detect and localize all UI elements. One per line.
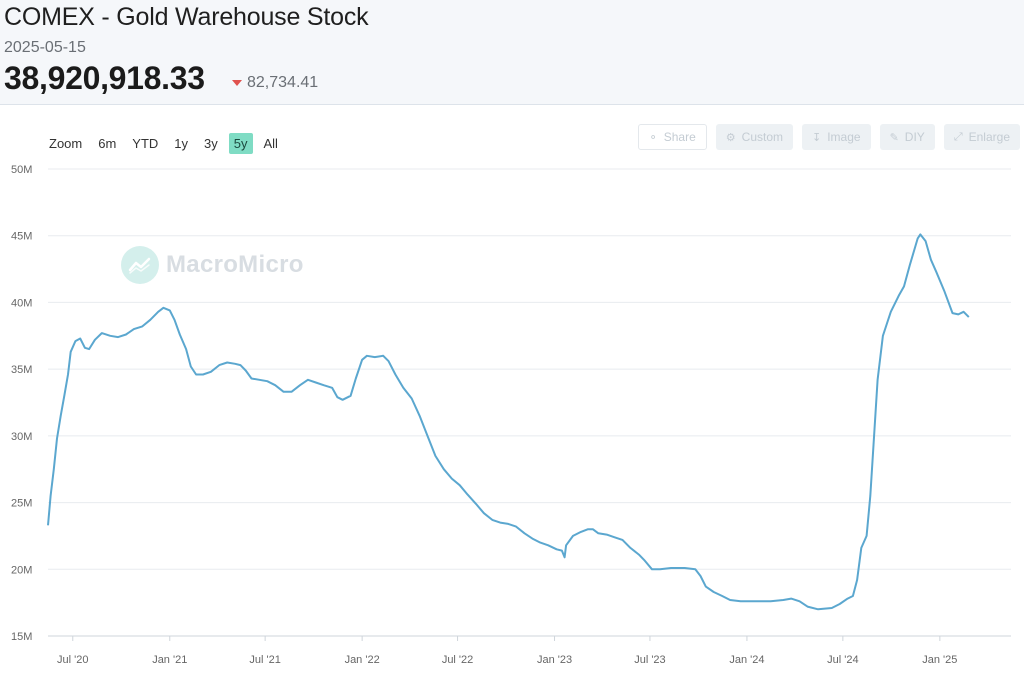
x-tick-label: Jul '21: [249, 654, 280, 666]
latest-date: 2025-05-15: [4, 39, 86, 56]
gear-icon: ⚙: [725, 131, 736, 144]
x-tick-label: Jan '25: [922, 654, 957, 666]
range-5y-button[interactable]: 5y: [228, 133, 253, 154]
x-tick-label: Jan '21: [152, 654, 187, 666]
watermark: MacroMicro: [121, 246, 304, 284]
expand-icon: ⤢: [953, 130, 963, 143]
range-3y-button[interactable]: 3y: [204, 136, 218, 151]
range-6m-button[interactable]: 6m: [98, 136, 117, 151]
zoom-label: Zoom: [49, 136, 83, 151]
y-tick-label: 35M: [11, 364, 32, 376]
latest-value: 38,920,918.33: [4, 60, 205, 96]
y-tick-label: 30M: [11, 431, 32, 443]
y-axis: 15M 20M 25M 30M 35M 40M 45M 50M: [11, 164, 32, 643]
share-icon: ⚬: [648, 131, 658, 144]
y-tick-label: 40M: [11, 297, 32, 309]
chart-toolbar: ⚬ Share ⚙ Custom ↧ Image ✎ DIY ⤢ Enlarge: [637, 124, 1020, 150]
y-tick-label: 45M: [11, 231, 32, 243]
download-icon: ↧: [812, 131, 822, 144]
x-tick-label: Jul '24: [827, 654, 858, 666]
y-tick-label: 25M: [11, 498, 32, 510]
range-selector: Zoom 6m YTD 1y 3y 5y All: [49, 133, 289, 154]
range-1y-button[interactable]: 1y: [174, 136, 189, 151]
range-all-button[interactable]: All: [263, 136, 278, 151]
header: COMEX - Gold Warehouse Stock 2025-05-15 …: [0, 0, 1024, 105]
custom-button[interactable]: ⚙ Custom: [715, 124, 793, 150]
share-label: Share: [663, 130, 696, 144]
enlarge-label: Enlarge: [968, 130, 1010, 144]
x-tick-label: Jan '24: [729, 654, 764, 666]
x-tick-label: Jul '23: [634, 654, 665, 666]
y-tick-label: 15M: [11, 631, 32, 643]
value-change: 82,734.41: [232, 74, 318, 92]
page-title: COMEX - Gold Warehouse Stock: [4, 3, 369, 31]
image-button[interactable]: ↧ Image: [802, 124, 871, 150]
custom-label: Custom: [741, 130, 783, 144]
enlarge-button[interactable]: ⤢ Enlarge: [943, 124, 1020, 150]
series-line: [47, 233, 970, 611]
x-axis: Jul '20 Jan '21 Jul '21 Jan '22 Jul '22 Jan '…: [57, 636, 957, 666]
share-button[interactable]: ⚬ Share: [637, 124, 707, 150]
pencil-icon: ✎: [889, 131, 899, 144]
range-ytd-button[interactable]: YTD: [132, 136, 159, 151]
watermark-text: MacroMicro: [166, 251, 304, 278]
diy-button[interactable]: ✎ DIY: [879, 124, 935, 150]
value-change-amount: 82,734.41: [247, 74, 319, 91]
image-label: Image: [827, 130, 861, 144]
x-tick-label: Jul '20: [57, 654, 88, 666]
x-tick-label: Jan '23: [537, 654, 572, 666]
y-tick-label: 50M: [11, 164, 32, 176]
y-tick-label: 20M: [11, 564, 32, 576]
grid-lines: [48, 168, 1011, 637]
x-tick-label: Jan '22: [345, 654, 380, 666]
down-arrow-icon: [232, 80, 242, 86]
x-tick-label: Jul '22: [442, 654, 473, 666]
diy-label: DIY: [904, 130, 925, 144]
macromicro-logo-icon: [121, 246, 159, 284]
